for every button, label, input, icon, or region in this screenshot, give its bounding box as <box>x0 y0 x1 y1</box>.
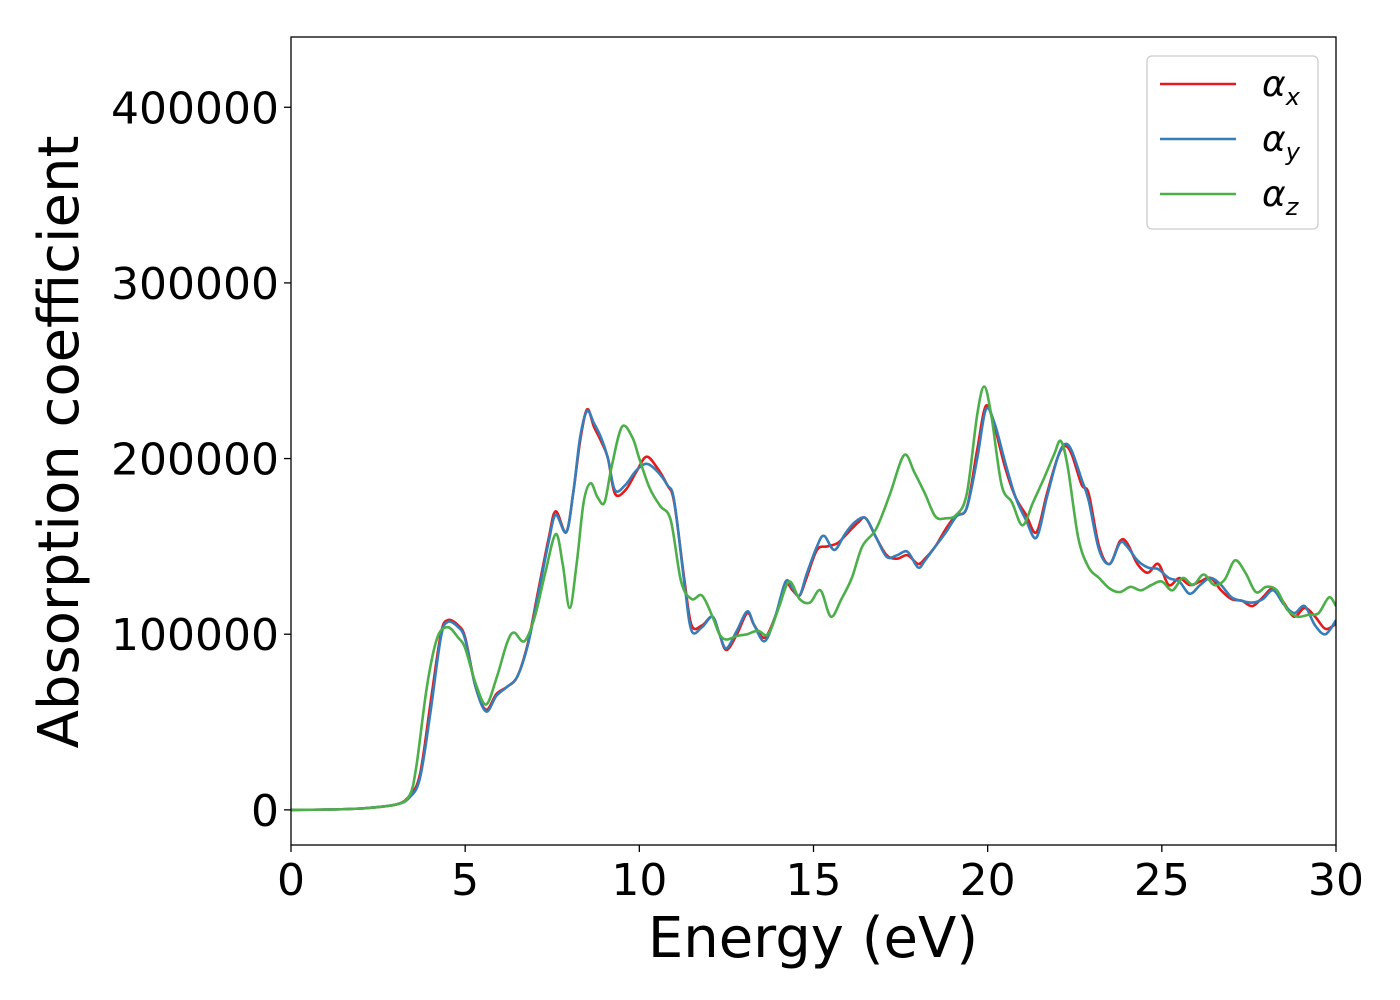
axes-layer: 0 5 10 15 20 25 30 0 100000 200000 300000 400000 <box>111 36 1364 906</box>
y-tick-label: 200000 <box>111 435 279 486</box>
series-line-y <box>291 406 1336 812</box>
y-tick-label: 0 <box>251 786 279 837</box>
legend-label-x: αx <box>1262 64 1301 111</box>
x-tick-label: 0 <box>277 855 305 906</box>
legend: αx αy αz <box>1146 55 1319 230</box>
legend-label-y: αy <box>1262 119 1301 166</box>
y-axis-label: Absorption coefficient <box>27 136 92 749</box>
x-tick-label: 10 <box>611 855 667 906</box>
y-tick-label: 300000 <box>111 259 279 310</box>
x-tick-label: 30 <box>1308 855 1364 906</box>
series-line-z <box>291 385 1336 812</box>
x-tick-label: 25 <box>1134 855 1190 906</box>
x-tick-label: 20 <box>960 855 1016 906</box>
x-tick-label: 5 <box>451 855 479 906</box>
x-tick-label: 15 <box>786 855 842 906</box>
legend-label-z: αz <box>1262 174 1300 221</box>
legend-box <box>1146 55 1319 230</box>
series-layer <box>291 385 1336 812</box>
y-tick-label: 100000 <box>111 610 279 661</box>
x-axis-label: Energy (eV) <box>648 906 978 971</box>
y-tick-label: 400000 <box>111 83 279 134</box>
